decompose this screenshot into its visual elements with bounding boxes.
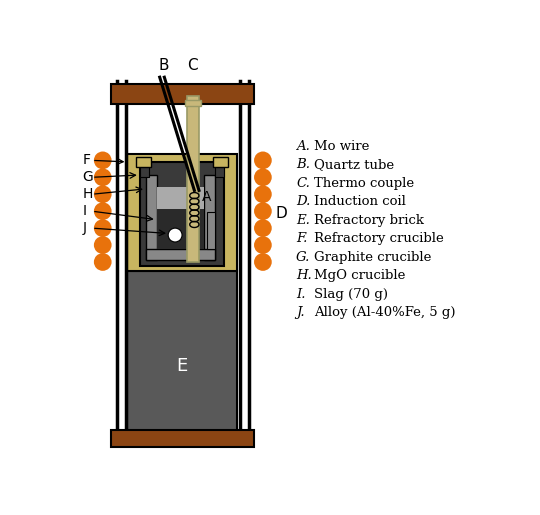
Text: F: F bbox=[83, 153, 91, 167]
Circle shape bbox=[254, 168, 272, 186]
Circle shape bbox=[94, 185, 112, 203]
Circle shape bbox=[94, 253, 112, 271]
Text: Alloy (Al-40%Fe, 5 g): Alloy (Al-40%Fe, 5 g) bbox=[314, 306, 455, 319]
Circle shape bbox=[168, 228, 182, 242]
Bar bbox=[127, 154, 238, 271]
Text: E: E bbox=[177, 357, 188, 375]
Circle shape bbox=[254, 236, 272, 254]
Text: I.: I. bbox=[296, 288, 306, 301]
Text: Mo wire: Mo wire bbox=[314, 140, 369, 153]
Circle shape bbox=[254, 253, 272, 271]
Text: B: B bbox=[158, 58, 168, 73]
Text: Graphite crucible: Graphite crucible bbox=[314, 251, 431, 264]
Text: Slag (70 g): Slag (70 g) bbox=[314, 288, 388, 301]
Bar bbox=[140, 162, 225, 266]
Text: C: C bbox=[187, 58, 198, 73]
Bar bbox=[157, 187, 204, 249]
Circle shape bbox=[94, 219, 112, 237]
Bar bbox=[215, 165, 225, 177]
Circle shape bbox=[94, 151, 112, 169]
Bar bbox=[127, 271, 238, 437]
Bar bbox=[204, 175, 215, 260]
Text: A: A bbox=[202, 190, 212, 203]
Text: G.: G. bbox=[296, 251, 310, 264]
Circle shape bbox=[94, 168, 112, 186]
Text: F.: F. bbox=[296, 232, 307, 246]
Circle shape bbox=[254, 219, 272, 237]
Bar bbox=[140, 165, 149, 177]
Text: Induction coil: Induction coil bbox=[314, 195, 406, 209]
Bar bbox=[146, 175, 157, 260]
Bar bbox=[157, 209, 204, 249]
Text: H: H bbox=[83, 187, 93, 201]
Text: A.: A. bbox=[296, 140, 310, 153]
Circle shape bbox=[254, 185, 272, 203]
Text: I: I bbox=[83, 204, 87, 218]
Circle shape bbox=[94, 202, 112, 220]
Text: D.: D. bbox=[296, 195, 310, 209]
Bar bbox=[146, 249, 215, 260]
Text: E.: E. bbox=[296, 214, 310, 227]
Bar bbox=[213, 157, 228, 167]
Text: J: J bbox=[83, 221, 87, 235]
Text: Quartz tube: Quartz tube bbox=[314, 159, 394, 171]
Bar bbox=[111, 430, 254, 447]
Bar bbox=[136, 157, 151, 167]
Text: Thermo couple: Thermo couple bbox=[314, 177, 414, 190]
Bar bbox=[187, 96, 199, 262]
Text: D: D bbox=[275, 206, 287, 221]
Text: C.: C. bbox=[296, 177, 310, 190]
Text: MgO crucible: MgO crucible bbox=[314, 269, 405, 282]
Text: G: G bbox=[83, 170, 93, 184]
Text: Refractory brick: Refractory brick bbox=[314, 214, 424, 227]
Text: Refractory crucible: Refractory crucible bbox=[314, 232, 443, 246]
Text: B.: B. bbox=[296, 159, 310, 171]
Text: J.: J. bbox=[296, 306, 305, 319]
Circle shape bbox=[254, 151, 272, 169]
Bar bbox=[111, 84, 254, 104]
Bar bbox=[207, 212, 215, 249]
Text: H.: H. bbox=[296, 269, 312, 282]
Circle shape bbox=[94, 236, 112, 254]
Bar bbox=[185, 100, 200, 106]
Circle shape bbox=[254, 202, 272, 220]
